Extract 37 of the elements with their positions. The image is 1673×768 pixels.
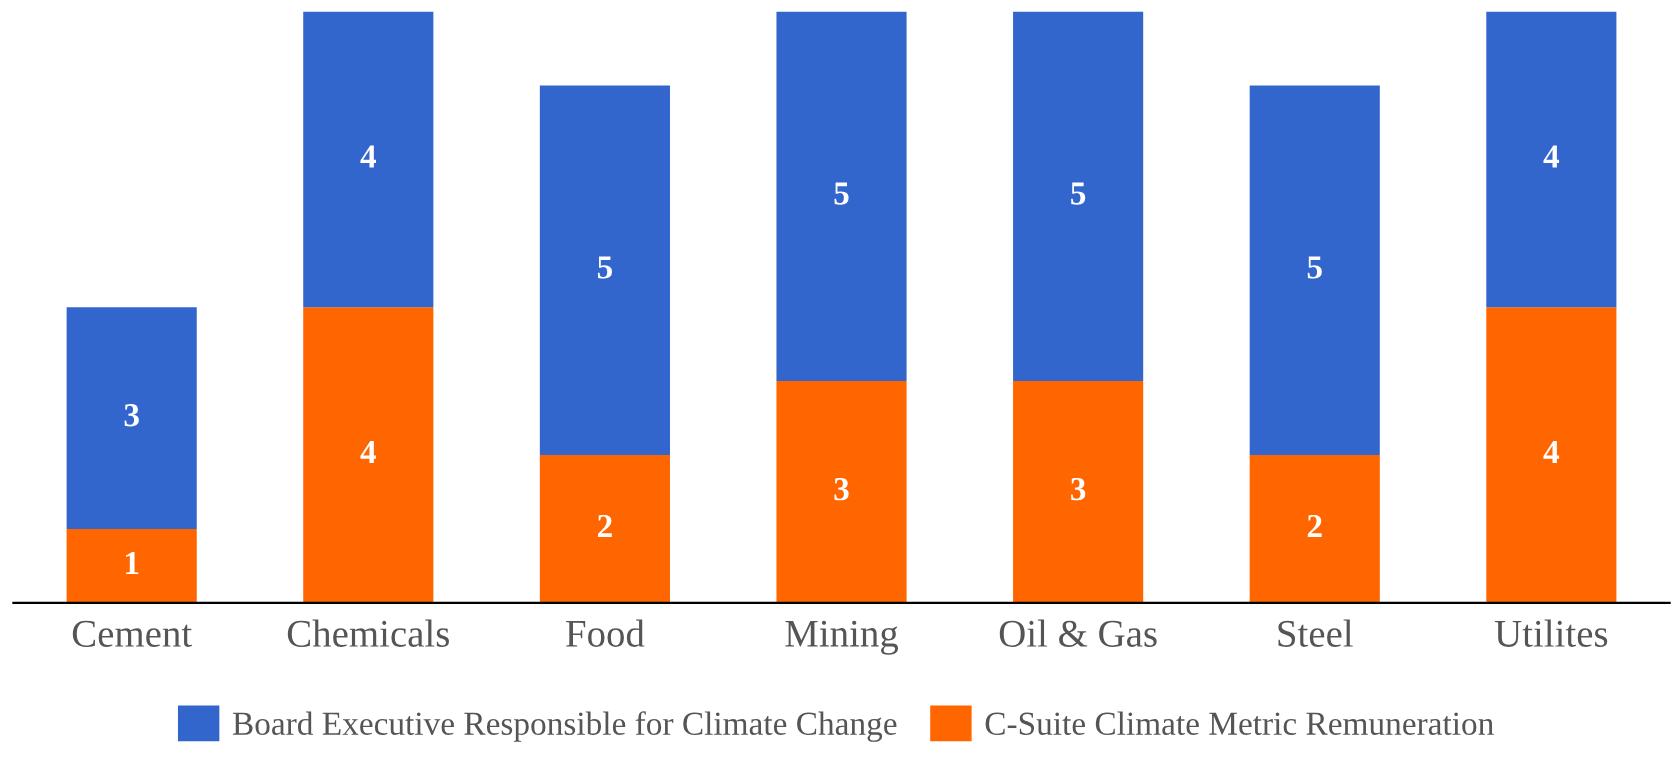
bar xyxy=(1013,11,1144,382)
data-label: 4 xyxy=(1543,441,1560,464)
bar xyxy=(303,307,434,603)
bar xyxy=(66,307,197,529)
data-label: 3 xyxy=(124,404,139,427)
data-label: 4 xyxy=(360,145,377,168)
data-label: 5 xyxy=(597,256,613,279)
bar xyxy=(1013,381,1144,603)
data-label: 2 xyxy=(597,514,612,537)
bar xyxy=(1486,307,1617,603)
bar xyxy=(66,528,197,603)
x-tick-label: Chemicals xyxy=(287,619,449,647)
data-label: 4 xyxy=(360,441,377,464)
data-label: 3 xyxy=(1071,477,1086,501)
x-tick-label: Utilites xyxy=(1494,619,1608,647)
data-label: 1 xyxy=(126,551,139,574)
x-tick-label: Mining xyxy=(785,620,899,655)
bar xyxy=(1249,455,1380,603)
data-label: 5 xyxy=(1071,182,1086,205)
bar xyxy=(776,381,907,603)
data-label: 4 xyxy=(1543,145,1560,168)
data-label: 5 xyxy=(834,182,849,205)
x-tick-label: Steel xyxy=(1278,619,1353,647)
bar xyxy=(1249,85,1380,456)
data-label: 2 xyxy=(1307,514,1322,537)
bar xyxy=(1486,11,1617,308)
x-tick-label: Cement xyxy=(72,620,192,647)
x-tick-label: Oil & Gas xyxy=(999,619,1157,647)
bar xyxy=(539,85,670,456)
bar xyxy=(776,11,907,382)
legend-label: Board Executive Responsible for Climate Change xyxy=(232,711,897,742)
x-tick-label: Food xyxy=(566,619,645,647)
data-label: 5 xyxy=(1307,256,1322,279)
bar xyxy=(303,11,434,308)
data-label: 3 xyxy=(834,477,849,501)
legend-label: C-Suite Climate Metric Remuneration xyxy=(985,711,1494,735)
bar xyxy=(539,455,670,603)
